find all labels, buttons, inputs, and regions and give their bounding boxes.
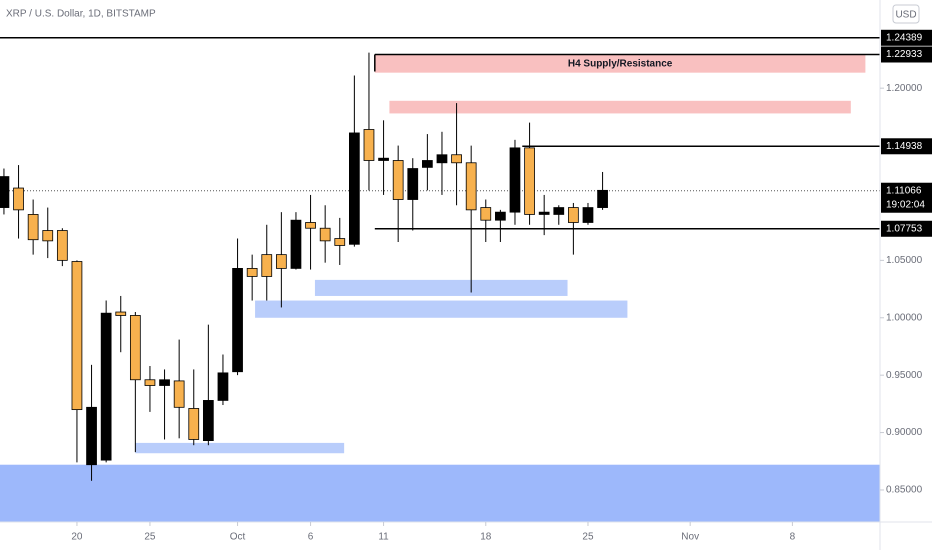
candle-body (129, 315, 141, 381)
y-tick-label: 0.90000 (886, 427, 923, 438)
level-label: 1.07753 (886, 223, 923, 234)
level-label-box (881, 46, 932, 63)
candle-body (275, 254, 287, 269)
candle-body (290, 219, 302, 269)
candle-body (319, 227, 331, 242)
level-label: 1.22933 (886, 49, 923, 60)
candle-body (42, 230, 54, 242)
level-label-box (881, 29, 932, 46)
candle-body (71, 261, 83, 411)
current-price-box (881, 182, 932, 213)
candle-body (334, 238, 346, 246)
candle-body (217, 372, 229, 401)
candle-body (188, 408, 200, 440)
countdown-label: 19:02:04 (886, 199, 925, 210)
level-label-box (881, 138, 932, 155)
x-tick-label: 11 (378, 532, 389, 543)
candles (0, 52, 608, 481)
candle-body (246, 268, 258, 277)
zone (374, 54, 866, 73)
x-tick-label: 6 (308, 532, 314, 543)
y-tick-label: 1.20000 (886, 83, 923, 94)
candle-body (451, 154, 462, 164)
x-tick-label: 25 (582, 532, 594, 543)
x-tick-label: Oct (230, 532, 246, 543)
x-tick-label: Nov (681, 532, 699, 543)
currency-label[interactable]: USD (895, 10, 916, 21)
candle-body (115, 311, 127, 316)
candle-body (56, 230, 68, 261)
zones: H4 Supply/Resistance (0, 54, 880, 523)
candle-body (159, 379, 170, 386)
candle-body (86, 406, 97, 466)
x-tick-label: 25 (144, 532, 156, 543)
candle-body (261, 254, 273, 277)
candle-body (13, 187, 24, 211)
candle-body (509, 147, 521, 213)
candle-body (100, 312, 112, 461)
candle-body (27, 214, 39, 241)
candle-body (378, 157, 389, 161)
y-tick-label: 0.85000 (886, 485, 923, 496)
candle-body (495, 211, 506, 221)
x-tick-label: 18 (480, 532, 492, 543)
candle-body (202, 400, 214, 442)
currency-button[interactable] (892, 4, 920, 24)
candle-body (232, 268, 243, 373)
zone (255, 300, 628, 318)
zone (314, 279, 568, 296)
candle-body (538, 211, 550, 215)
y-tick-label: 1.05000 (886, 255, 923, 266)
candle-body (392, 160, 404, 200)
level-label: 1.24389 (886, 32, 923, 43)
level-label: 1.14938 (886, 141, 923, 152)
y-tick-label: 1.00000 (886, 312, 923, 323)
candle-body (349, 132, 360, 245)
x-tick-label: 8 (790, 532, 796, 543)
candle-body (465, 162, 477, 211)
candle-body (568, 207, 579, 223)
candle-body (407, 168, 419, 200)
candle-body (422, 160, 433, 168)
candle-body (597, 189, 608, 208)
candle-body (0, 176, 10, 208)
candle-body (524, 147, 535, 215)
level-label-box (881, 220, 932, 237)
candle-body (436, 154, 448, 164)
candle-body (363, 129, 375, 161)
candle-body (553, 207, 565, 215)
axes: 0.85000 0.90000 0.95000 1.00000 1.05000 1.200… (71, 83, 922, 543)
candle-body (173, 380, 185, 408)
x-tick-label: 20 (71, 532, 83, 543)
zone (0, 464, 880, 523)
levels: 1.24389 1.22933 1.14938 1.07753 1.11066 19:02… (0, 29, 932, 237)
zone (389, 100, 851, 114)
zone (135, 442, 345, 454)
y-tick-label: 0.95000 (886, 370, 923, 381)
candle-body (480, 207, 492, 221)
candle-body (305, 222, 316, 229)
current-price-label: 1.11066 (886, 185, 922, 196)
candle-body (582, 207, 594, 223)
zone-label: H4 Supply/Resistance (568, 58, 673, 69)
candle-body (144, 379, 156, 386)
chart-title: XRP / U.S. Dollar, 1D, BITSTAMP (6, 9, 156, 20)
